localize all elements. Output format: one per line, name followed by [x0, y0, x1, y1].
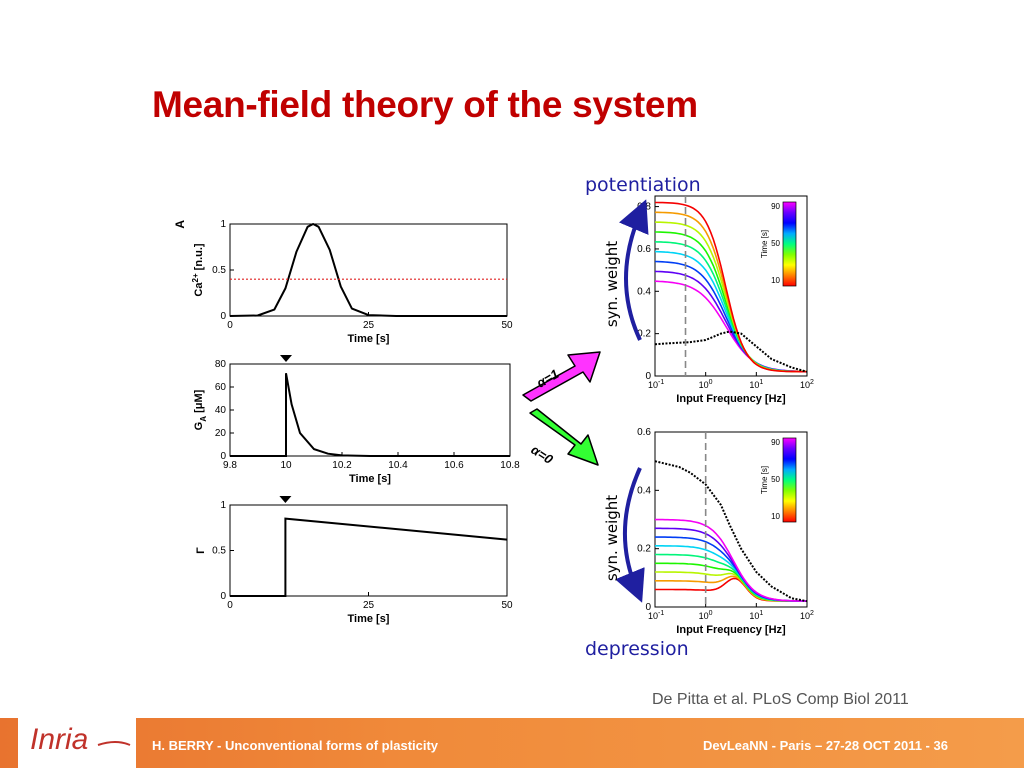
x-tick-label: 50	[501, 320, 513, 331]
chart-panel-3: 0 25 50 0 0.5 1 Time [s] Γ	[195, 496, 513, 625]
y-tick-label: 0.4	[637, 485, 651, 496]
x-tick-label: 100	[699, 610, 713, 621]
svg-text:Inria: Inria	[30, 723, 88, 756]
y-tick-label: 20	[215, 428, 227, 439]
stimulus-marker	[279, 496, 292, 503]
x-axis-label: Time [s]	[348, 333, 390, 345]
gamma-curve	[230, 517, 508, 597]
colorbar-tick-label: 90	[771, 202, 780, 211]
y-tick-label: 0.6	[637, 427, 651, 438]
syn-weight-down-arrow	[615, 467, 645, 603]
calcium-curve	[229, 223, 507, 317]
y-axis-label: Ca2+ [n.u.]	[191, 243, 205, 296]
y-tick-label: 0.6	[637, 244, 651, 255]
slide-title: Mean-field theory of the system	[152, 84, 698, 125]
x-tick-label: 10-1	[648, 610, 664, 621]
colorbar-tick-label: 50	[771, 239, 780, 248]
glutamate-curve	[230, 373, 510, 457]
alpha1-arrow	[522, 351, 601, 402]
colorbar-label: Time [s]	[760, 466, 769, 494]
potentiation-label: potentiation	[585, 174, 701, 196]
plot-frame	[654, 195, 808, 377]
x-tick-label: 9.8	[223, 460, 237, 471]
colorbar-label: Time [s]	[760, 230, 769, 258]
footer-right-text: DevLeaNN - Paris – 27-28 OCT 2011 - 36	[703, 738, 948, 753]
x-tick-label: 50	[501, 600, 513, 611]
x-axis-label: Time [s]	[349, 473, 391, 485]
x-tick-label: 102	[800, 610, 814, 621]
colorbar-tick-label: 10	[771, 276, 780, 285]
colorbar	[782, 437, 797, 523]
x-axis-label: Input Frequency [Hz]	[676, 393, 786, 405]
x-axis-label: Time [s]	[348, 613, 390, 625]
y-tick-label: 1	[220, 500, 226, 511]
y-tick-label: 1	[220, 219, 226, 230]
inria-logo: Inria	[18, 705, 136, 768]
x-tick-label: 25	[363, 600, 375, 611]
x-tick-label: 10	[280, 460, 292, 471]
depression-label: depression	[585, 638, 689, 660]
y-tick-label: 0	[220, 311, 226, 322]
x-tick-label: 25	[363, 320, 375, 331]
y-axis-label: GA [μM]	[193, 389, 208, 430]
alpha0-arrow	[529, 408, 599, 466]
plot-frame	[229, 363, 511, 457]
colorbar-tick-label: 90	[771, 438, 780, 447]
stimulus-marker	[280, 355, 292, 362]
x-tick-label: 0	[227, 320, 233, 331]
x-tick-label: 10.4	[388, 460, 408, 471]
depression-curve	[655, 518, 808, 602]
y-tick-label: 40	[215, 405, 227, 416]
baseline-curve	[654, 460, 808, 603]
colorbar-tick-label: 10	[771, 512, 780, 521]
x-tick-label: 101	[749, 379, 763, 390]
x-tick-label: 101	[749, 610, 763, 621]
x-tick-label: 100	[699, 379, 713, 390]
chart-panel-2: 9.8 10 10.2 10.4 10.6 10.8 0 20 40 60 80 Time [s] GA…	[193, 355, 520, 485]
baseline-curve	[654, 330, 808, 373]
y-tick-label: 0	[220, 451, 226, 462]
x-tick-label: 10.2	[332, 460, 352, 471]
y-tick-label: 0	[220, 591, 226, 602]
x-tick-label: 10.8	[500, 460, 520, 471]
y-tick-label: 0.4	[637, 286, 651, 297]
chart-panel-1: 0 25 50 0 0.5 1 Time [s] A Ca2+ [n.u.]	[173, 219, 513, 345]
syn-weight-label-bottom: syn. weight	[603, 494, 621, 582]
chart-panel-4: 10-1 100 101 102 0 0.2 0.4 0.6 0.8 Input Frequenc…	[637, 195, 814, 405]
plot-frame	[229, 223, 508, 317]
x-tick-label: 10.6	[444, 460, 464, 471]
y-tick-label: 0	[645, 602, 651, 613]
x-axis-label: Input Frequency [Hz]	[676, 624, 786, 636]
footer-bar	[0, 718, 1024, 768]
alpha0-label: α=0	[528, 442, 556, 467]
y-tick-label: 0	[645, 371, 651, 382]
syn-weight-label-top: syn. weight	[603, 240, 621, 328]
y-tick-label: 0.2	[637, 329, 651, 340]
y-tick-label: 0.2	[637, 544, 651, 555]
y-axis-label: Γ	[195, 547, 207, 554]
syn-weight-up-arrow	[619, 199, 649, 341]
y-tick-label: 0.5	[212, 546, 226, 557]
chart-panel-5: 10-1 100 101 102 0 0.2 0.4 0.6 Input Frequency […	[637, 427, 814, 636]
y-tick-label: 0.5	[212, 265, 226, 276]
x-tick-label: 10-1	[648, 379, 664, 390]
footer-left-text: H. BERRY - Unconventional forms of plast…	[152, 738, 439, 753]
panel-letter: A	[173, 220, 187, 229]
y-tick-label: 0.8	[637, 202, 651, 213]
plot-frame	[229, 504, 508, 597]
colorbar	[782, 201, 797, 287]
x-tick-label: 102	[800, 379, 814, 390]
y-tick-label: 80	[215, 359, 227, 370]
citation: De Pitta et al. PLoS Comp Biol 2011	[652, 691, 909, 708]
x-tick-label: 0	[227, 600, 233, 611]
colorbar-tick-label: 50	[771, 475, 780, 484]
potentiation-curve	[655, 201, 807, 373]
y-tick-label: 60	[215, 382, 227, 393]
